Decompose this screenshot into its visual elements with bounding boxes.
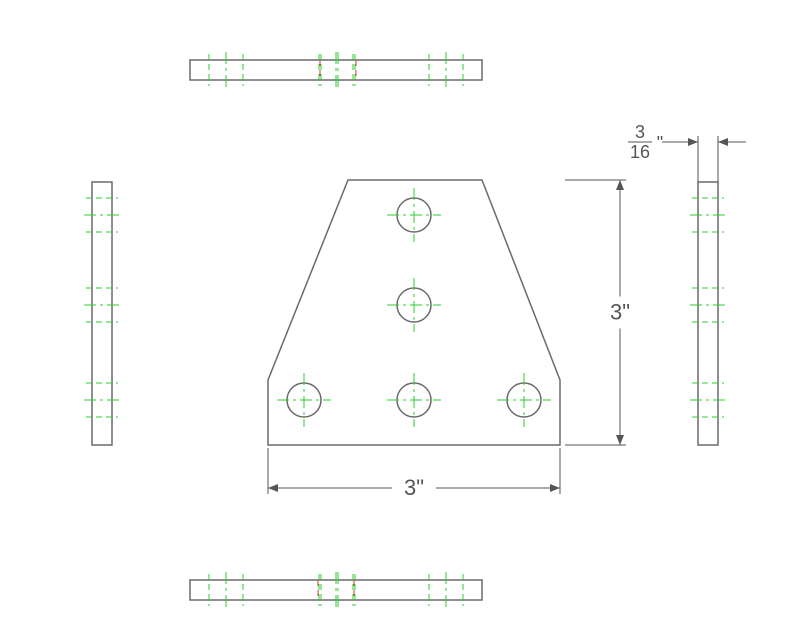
dim-thick-denom: 16: [630, 142, 650, 162]
left-view: [84, 182, 120, 445]
top-view: [190, 52, 482, 88]
dim-thick-inch: ": [657, 133, 663, 153]
dimensions: 3" 3" 316 ": [268, 122, 746, 500]
dim-thick-numer: 3: [635, 122, 645, 142]
front-view: [268, 180, 560, 445]
engineering-drawing: 3" 3" 316 ": [0, 0, 805, 637]
right-view: [690, 182, 726, 445]
left-view-outline: [92, 182, 112, 445]
bottom-view: [190, 572, 482, 608]
dim-height-label: 3": [610, 300, 630, 325]
dim-thick-label: 316 ": [628, 122, 663, 162]
right-view-outline: [698, 182, 718, 445]
dim-width-label: 3": [404, 475, 424, 500]
